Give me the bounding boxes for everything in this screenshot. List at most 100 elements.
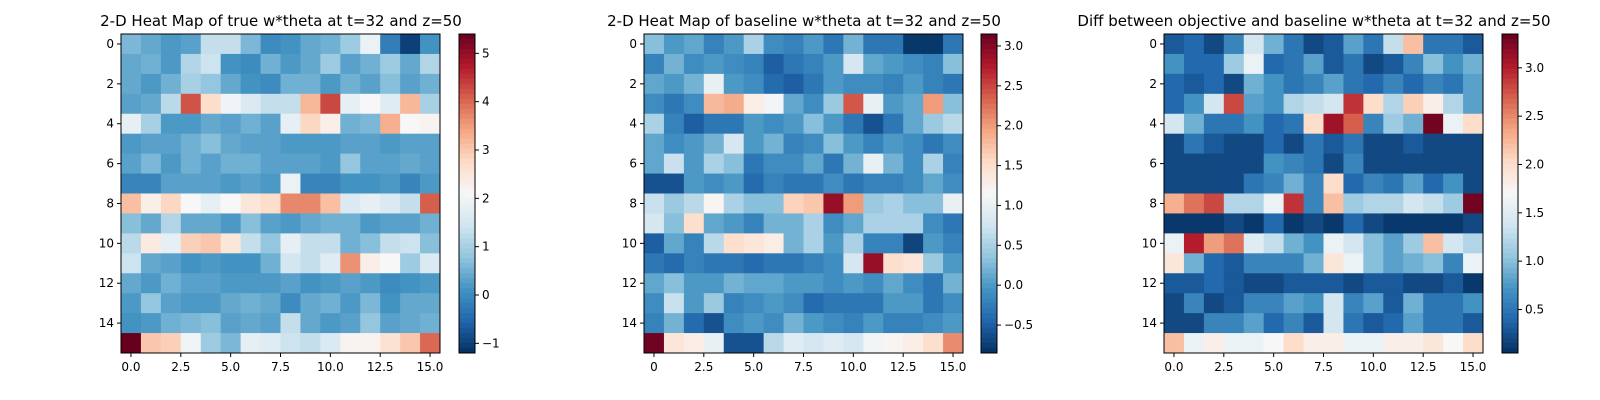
colorbar-segment bbox=[981, 283, 997, 289]
heatmap-cell bbox=[240, 253, 261, 274]
colorbar-segment bbox=[459, 158, 475, 164]
heatmap-cell bbox=[360, 233, 381, 254]
heatmap-cell bbox=[1383, 73, 1404, 95]
heatmap-cell bbox=[763, 213, 784, 234]
heatmap-cell bbox=[1423, 93, 1444, 115]
heatmap-cell bbox=[140, 293, 162, 314]
heatmap-cell bbox=[1183, 113, 1205, 135]
heatmap-cell bbox=[723, 133, 745, 155]
colorbar-segment bbox=[1502, 178, 1518, 184]
heatmap-cell bbox=[400, 273, 421, 294]
heatmap-cell bbox=[200, 293, 222, 314]
colorbar-segment bbox=[981, 248, 997, 254]
heatmap-cell bbox=[663, 253, 685, 274]
colorbar-tick-label: 5 bbox=[482, 46, 490, 60]
heatmap-cell bbox=[683, 233, 705, 254]
heatmap-cell bbox=[943, 93, 964, 115]
heatmap-cell bbox=[903, 73, 924, 95]
heatmap-cell bbox=[803, 233, 824, 254]
y-tick-label: 2 bbox=[1149, 77, 1157, 91]
heatmap-cell bbox=[723, 213, 745, 234]
heatmap-cell bbox=[783, 93, 804, 115]
colorbar-segment bbox=[981, 333, 997, 339]
heatmap-cell bbox=[240, 233, 261, 254]
heatmap-cell bbox=[803, 293, 824, 314]
heatmap-cell bbox=[160, 53, 182, 75]
colorbar-segment bbox=[459, 103, 475, 110]
heatmap-cell bbox=[703, 313, 725, 334]
y-tick-label: 4 bbox=[106, 117, 114, 131]
heatmap-cell bbox=[140, 133, 162, 155]
y-tick-label: 4 bbox=[629, 117, 637, 131]
heatmap-cell bbox=[400, 34, 421, 55]
colorbar-tick-label: 2.0 bbox=[1525, 158, 1544, 172]
x-tick-label: 5.0 bbox=[221, 360, 240, 374]
heatmap-cell bbox=[1263, 53, 1285, 75]
y-tick-label: 14 bbox=[99, 316, 114, 330]
heatmap-cell bbox=[420, 213, 441, 234]
heatmap-cell bbox=[400, 313, 421, 334]
heatmap-cell bbox=[923, 133, 944, 155]
colorbar-segment bbox=[1502, 198, 1518, 204]
heatmap-cell bbox=[1263, 313, 1285, 334]
heatmap-cell bbox=[863, 253, 884, 274]
heatmap-cell bbox=[1164, 34, 1185, 55]
y-tick-label: 8 bbox=[106, 196, 114, 210]
heatmap-cell bbox=[783, 333, 804, 354]
heatmap-cell bbox=[180, 233, 202, 254]
heatmap-cell bbox=[843, 113, 864, 135]
colorbar-segment bbox=[981, 68, 997, 75]
heatmap-cell bbox=[420, 273, 441, 294]
heatmap-cell bbox=[644, 73, 665, 95]
heatmap-cell bbox=[220, 153, 242, 174]
heatmap-cell bbox=[1183, 173, 1205, 194]
heatmap-cell bbox=[280, 253, 301, 274]
heatmap-cell bbox=[903, 293, 924, 314]
colorbar-tick-label: 1.0 bbox=[1004, 198, 1023, 212]
heatmap-cell bbox=[1443, 34, 1464, 55]
heatmap-cell bbox=[1183, 34, 1205, 55]
heatmap-cell bbox=[160, 273, 182, 294]
heatmap-cell bbox=[1303, 133, 1324, 155]
colorbar-segment bbox=[1502, 218, 1518, 224]
heatmap-cell bbox=[763, 193, 784, 214]
heatmap-cell bbox=[863, 173, 884, 194]
heatmap-cell bbox=[1263, 113, 1285, 135]
x-tick-label: 7.5 bbox=[794, 360, 813, 374]
heatmap-cell bbox=[1343, 313, 1364, 334]
heatmap-cell bbox=[1463, 73, 1484, 95]
colorbar-segment bbox=[459, 238, 475, 244]
colorbar-segment bbox=[1502, 173, 1518, 179]
heatmap-cell bbox=[644, 53, 665, 75]
heatmap-cell bbox=[140, 213, 162, 234]
x-tick-label: 10.0 bbox=[1360, 360, 1387, 374]
heatmap-cell bbox=[160, 293, 182, 314]
colorbar-segment bbox=[459, 213, 475, 219]
heatmap-cell bbox=[1363, 93, 1384, 115]
heatmap-cell bbox=[923, 93, 944, 115]
colorbar-segment bbox=[459, 188, 475, 194]
colorbar-segment bbox=[981, 133, 997, 140]
heatmap-cell bbox=[160, 34, 182, 55]
x-tick-label: 15.0 bbox=[1460, 360, 1487, 374]
heatmap-cell bbox=[723, 313, 745, 334]
colorbar-segment bbox=[1502, 313, 1518, 319]
heatmap-cell bbox=[260, 293, 281, 314]
heatmap-cell bbox=[1303, 73, 1324, 95]
heatmap-cell bbox=[923, 153, 944, 174]
heatmap-cell bbox=[783, 193, 804, 214]
heatmap-cell bbox=[783, 113, 804, 135]
heatmap-cell bbox=[1203, 313, 1225, 334]
colorbar-segment bbox=[459, 53, 475, 60]
heatmap-cell bbox=[180, 153, 202, 174]
heatmap-cell bbox=[300, 113, 321, 135]
colorbar-segment bbox=[459, 128, 475, 135]
colorbar-segment bbox=[981, 298, 997, 304]
heatmap-cell bbox=[1203, 293, 1225, 314]
heatmap-cell bbox=[843, 53, 864, 75]
heatmap-cell bbox=[1263, 193, 1285, 214]
heatmap-cell bbox=[1243, 233, 1265, 254]
colorbar-segment bbox=[459, 78, 475, 85]
heatmap-cell bbox=[883, 153, 904, 174]
heatmap-cell bbox=[380, 253, 401, 274]
